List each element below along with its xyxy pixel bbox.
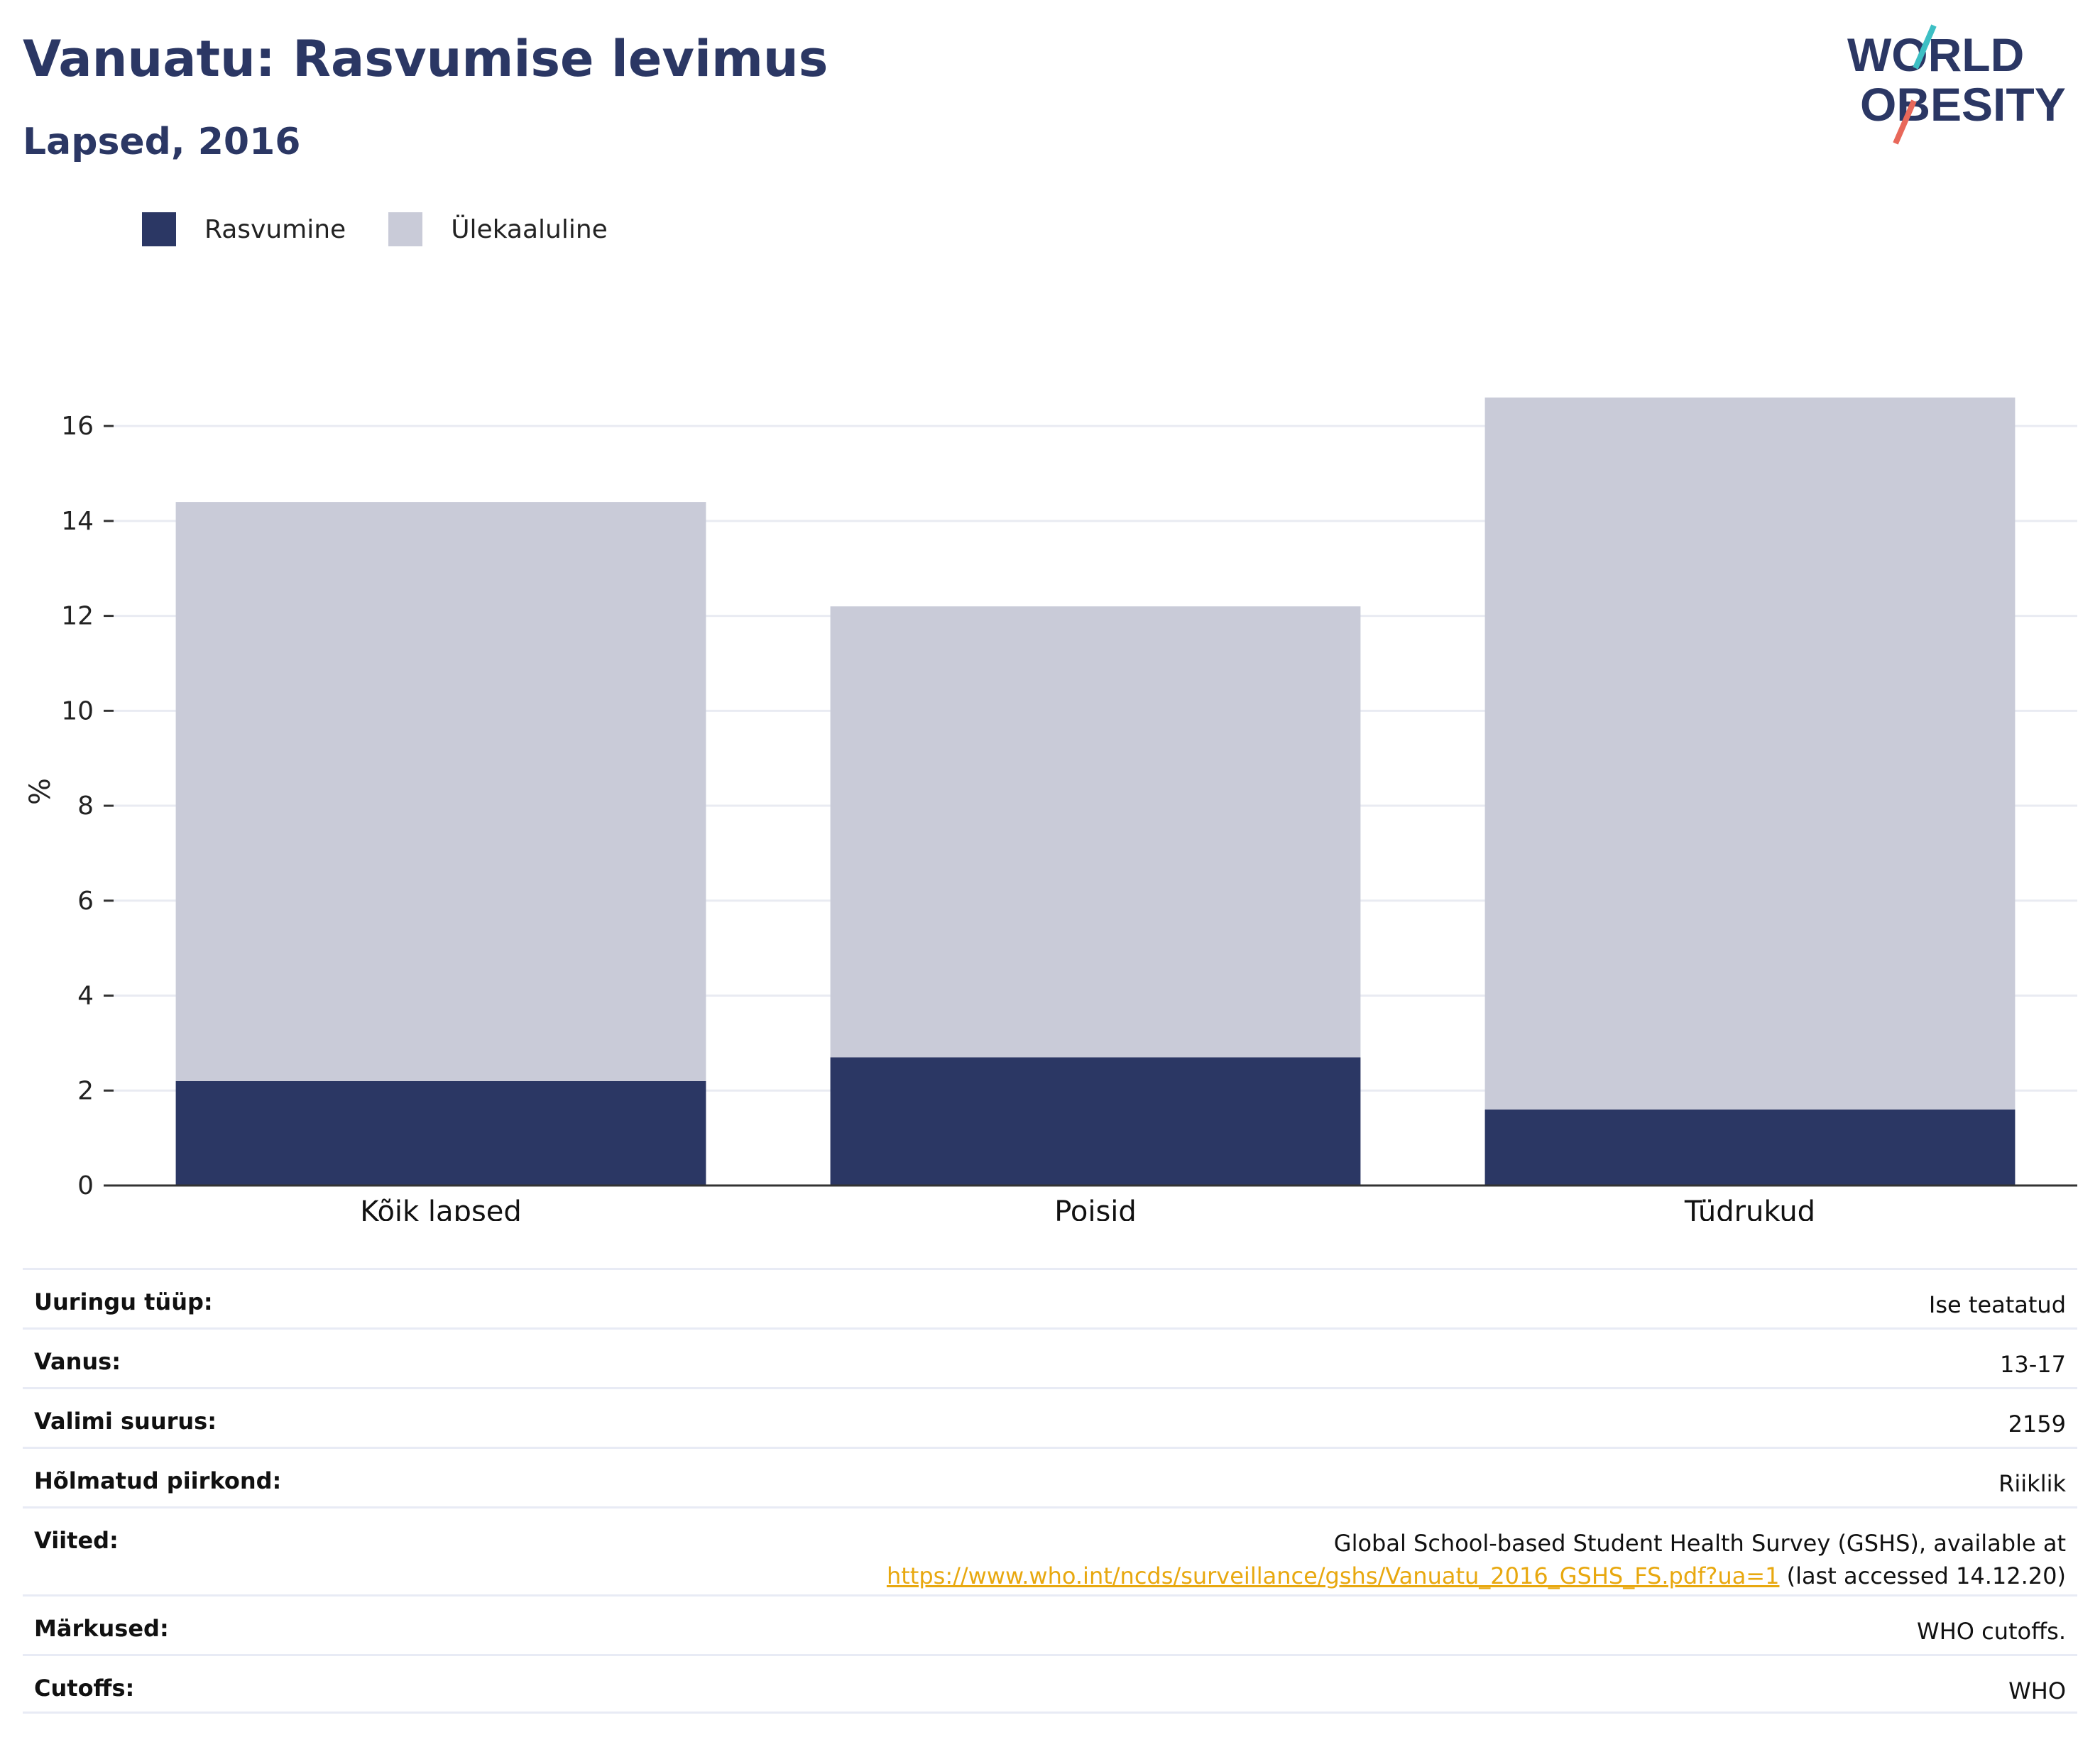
y-tick-label: 0 xyxy=(77,1171,94,1200)
world-obesity-logo: WORLD OBESITY xyxy=(1847,24,2066,145)
references-value: Global School-based Student Health Surve… xyxy=(887,1508,2066,1592)
info-value: 13-17 xyxy=(2000,1351,2066,1378)
info-label: Uuringu tüüp: xyxy=(34,1288,213,1315)
y-tick-label: 2 xyxy=(77,1076,94,1105)
x-tick-label: Poisid xyxy=(1054,1195,1137,1221)
info-value: 2159 xyxy=(2008,1411,2066,1437)
bar-overweight xyxy=(1484,398,2016,1110)
info-row-survey-type: Uuringu tüüp: Ise teatatud xyxy=(23,1268,2077,1327)
info-row-references: Viited: Global School-based Student Heal… xyxy=(23,1506,2077,1594)
logo-slash-bottom xyxy=(1893,99,1917,145)
legend-item-overweight[interactable]: Ülekaaluline xyxy=(388,212,608,246)
y-tick-label: 6 xyxy=(77,887,94,916)
info-label: Hõlmatud piirkond: xyxy=(34,1467,282,1494)
info-table: Uuringu tüüp: Ise teatatud Vanus: 13-17 … xyxy=(23,1268,2077,1714)
y-tick-label: 12 xyxy=(61,602,94,631)
x-tick-label: Kõik lapsed xyxy=(360,1195,522,1221)
chart-subtitle: Lapsed, 2016 xyxy=(23,121,301,163)
info-row-area-covered: Hõlmatud piirkond: Riiklik xyxy=(23,1447,2077,1506)
legend-label-overweight: Ülekaaluline xyxy=(451,214,608,244)
legend-swatch-obesity xyxy=(142,212,176,246)
info-row-notes: Märkused: WHO cutoffs. xyxy=(23,1594,2077,1654)
bar-obesity xyxy=(1484,1110,2016,1185)
chart-legend: Rasvumine Ülekaaluline xyxy=(142,210,650,248)
info-label: Märkused: xyxy=(34,1615,169,1642)
info-row-sample-size: Valimi suurus: 2159 xyxy=(23,1387,2077,1447)
info-label: Viited: xyxy=(34,1527,119,1554)
references-text: Global School-based Student Health Surve… xyxy=(1333,1530,2066,1557)
info-label: Vanus: xyxy=(34,1348,121,1375)
references-link[interactable]: https://www.who.int/ncds/surveillance/gs… xyxy=(886,1562,1780,1589)
logo-word-1: WORLD xyxy=(1847,28,2024,81)
legend-item-obesity[interactable]: Rasvumine xyxy=(142,212,346,246)
bar-obesity xyxy=(175,1080,706,1185)
y-tick-label: 8 xyxy=(77,792,94,821)
bar-chart: 0 2 4 6 8 10 12 14 16% Kõik lapsed Poisid Tüdrukud xyxy=(24,398,2077,1221)
info-row-age: Vanus: 13-17 xyxy=(23,1327,2077,1387)
y-tick-label: 14 xyxy=(61,507,94,536)
y-tick-label: 16 xyxy=(61,412,94,441)
info-row-cutoffs: Cutoffs: WHO xyxy=(23,1654,2077,1714)
logo-slash-top xyxy=(1913,24,1937,70)
references-line-2: https://www.who.int/ncds/surveillance/gs… xyxy=(887,1560,2066,1592)
info-value: Ise teatatud xyxy=(1928,1291,2066,1318)
info-label: Valimi suurus: xyxy=(34,1408,217,1435)
x-tick-label: Tüdrukud xyxy=(1684,1195,1815,1221)
y-tick-label: 10 xyxy=(61,696,94,725)
y-tick-label: 4 xyxy=(77,982,94,1011)
bar-obesity xyxy=(830,1057,1361,1185)
references-accessed: (last accessed 14.12.20) xyxy=(1779,1562,2066,1589)
legend-label-obesity: Rasvumine xyxy=(204,214,346,244)
y-axis-label: % xyxy=(24,778,57,805)
info-value: WHO cutoffs. xyxy=(1917,1618,2066,1645)
info-label: Cutoffs: xyxy=(34,1675,135,1702)
bar-overweight xyxy=(830,606,1361,1058)
logo-word-2: OBESITY xyxy=(1860,78,2066,131)
info-value: Riiklik xyxy=(1998,1470,2066,1497)
info-value: WHO xyxy=(2008,1677,2066,1704)
bar-overweight xyxy=(175,502,706,1081)
chart-title: Vanuatu: Rasvumise levimus xyxy=(23,30,828,88)
legend-swatch-overweight xyxy=(388,212,423,246)
